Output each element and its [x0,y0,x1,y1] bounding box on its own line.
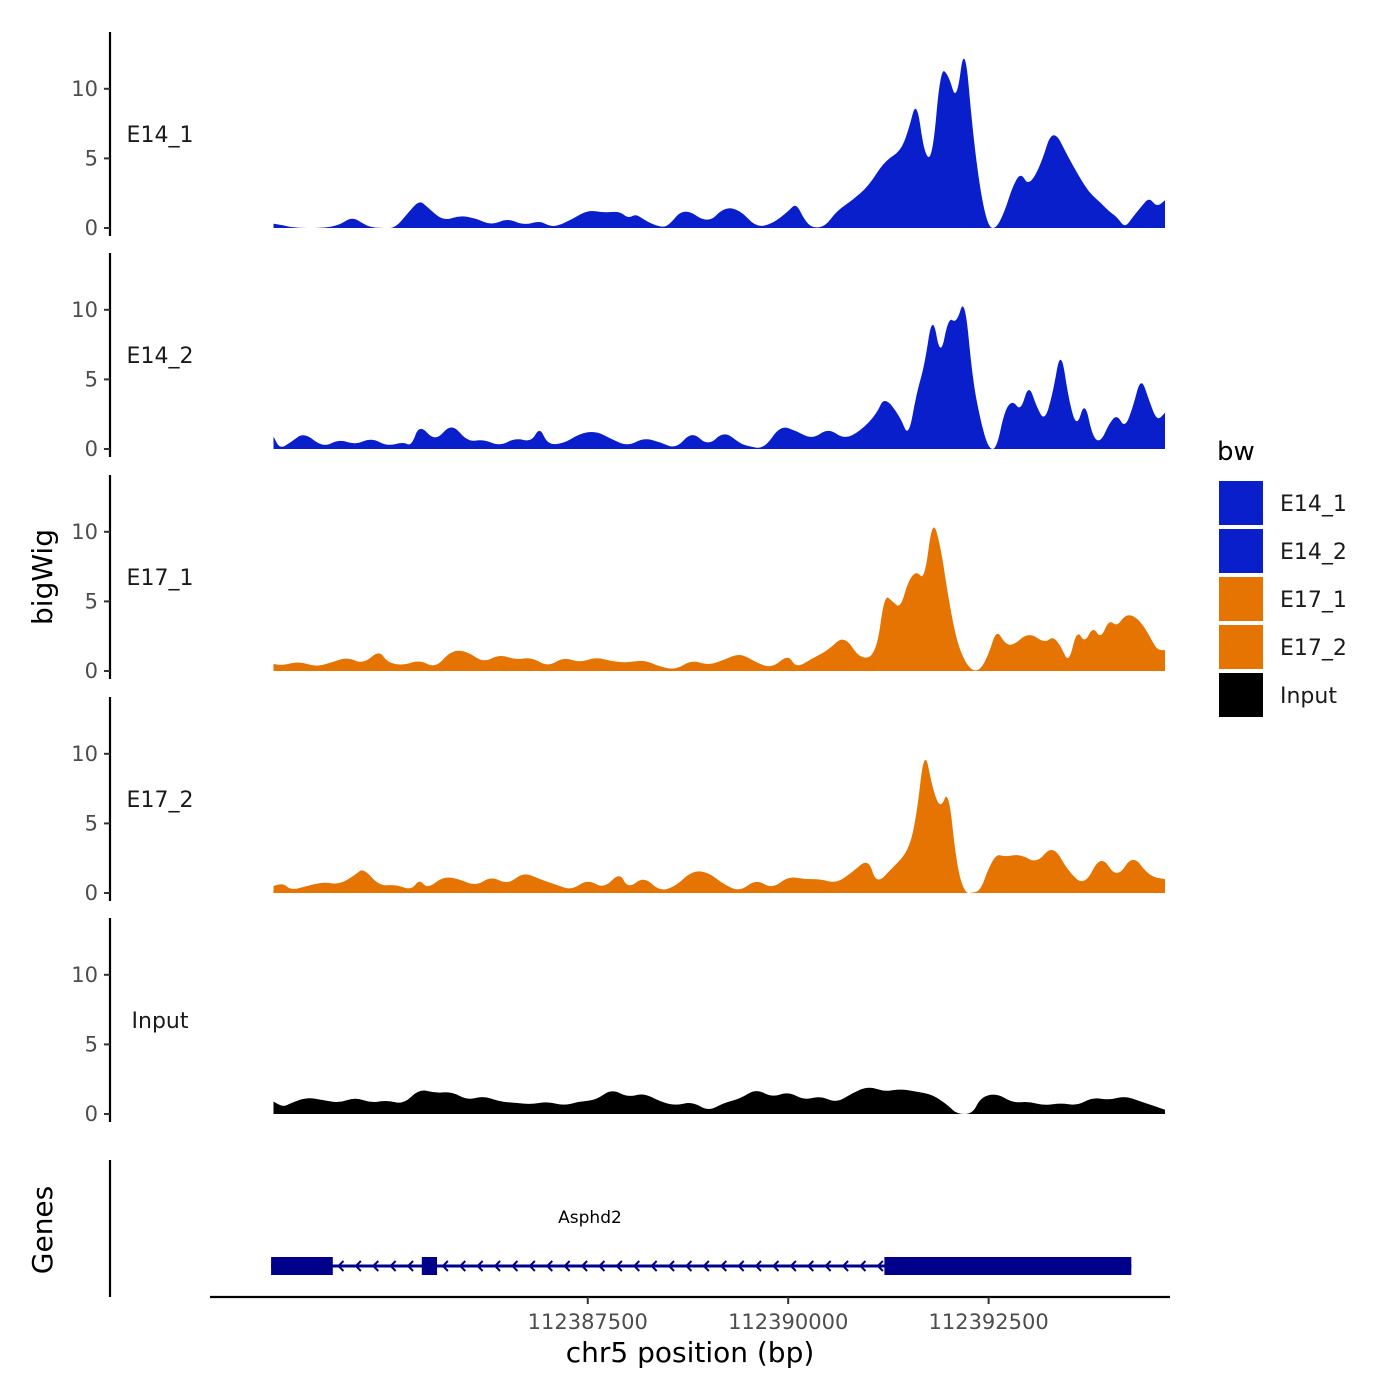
y-tick-label: 0 [85,437,98,461]
y-tick-label: 10 [71,742,98,766]
y-tick-label: 0 [85,659,98,683]
y-axis-title: bigWig [26,529,59,625]
x-tick-label: 112392500 [928,1310,1048,1334]
legend-label: E14_2 [1280,540,1347,565]
x-axis-title: chr5 position (bp) [566,1336,815,1369]
legend-item-E17_1: E17_1 [1217,575,1347,623]
strand-arrow [511,1260,519,1272]
strand-arrow [406,1260,414,1272]
y-tick-label: 10 [71,520,98,544]
signal-area-E14_1 [273,58,1165,228]
strand-arrow [563,1260,571,1272]
y-tick-label: 5 [85,146,98,170]
track-label: E14_2 [127,344,194,369]
gene-exon [271,1257,333,1275]
track-E17_1: 0 5 10 E17_1 [71,475,1165,683]
strand-arrow [737,1260,745,1272]
strand-arrow [702,1260,710,1272]
legend-item-E17_2: E17_2 [1217,623,1347,671]
y-tick-label: 0 [85,1102,98,1126]
track-Input: 0 5 10 Input [71,918,1165,1126]
signal-area-Input [273,1087,1165,1114]
legend-swatch [1217,527,1265,575]
track-E17_2: 0 5 10 E17_2 [71,697,1165,905]
legend-swatch [1217,575,1265,623]
strand-arrow [806,1260,814,1272]
track-label: Input [132,1009,189,1034]
track-label: E17_1 [127,566,194,591]
y-tick-label: 5 [85,811,98,835]
strand-arrow [632,1260,640,1272]
gene-exon [421,1257,438,1275]
genes-track-title: Genes [26,1186,59,1274]
legend-swatch [1217,671,1265,719]
gene-exon [884,1257,1132,1275]
y-tick-label: 0 [85,881,98,905]
x-tick-label: 112390000 [728,1310,848,1334]
signal-area-E17_2 [273,759,1165,893]
strand-arrow [598,1260,606,1272]
signal-area-E14_2 [273,306,1165,449]
legend-swatch [1217,479,1265,527]
legend: bw E14_1 E14_2 E17_1 E17_2 Input [1217,437,1347,719]
strand-arrow [719,1260,727,1272]
strand-arrow [650,1260,658,1272]
y-tick-label: 5 [85,367,98,391]
legend-item-E14_1: E14_1 [1217,479,1347,527]
legend-item-E14_2: E14_2 [1217,527,1347,575]
strand-arrow [615,1260,623,1272]
legend-label: Input [1280,684,1337,709]
strand-arrow [337,1260,345,1272]
strand-arrow [876,1260,884,1272]
y-tick-label: 10 [71,298,98,322]
track-E14_1: 0 5 10 E14_1 [71,32,1165,240]
legend-label: E14_1 [1280,492,1347,517]
y-tick-label: 10 [71,963,98,987]
legend-swatch [1217,623,1265,671]
strand-arrow [580,1260,588,1272]
x-axis: 112387500 112390000 112392500 [210,1295,1170,1334]
legend-item-Input: Input [1217,671,1337,719]
gene-name-label: Asphd2 [558,1208,622,1228]
legend-label: E17_1 [1280,588,1347,613]
legend-title: bw [1217,437,1255,467]
track-label: E14_1 [127,123,194,148]
y-tick-label: 5 [85,589,98,613]
x-tick-label: 112387500 [528,1310,648,1334]
strand-arrow [389,1260,397,1272]
strand-arrow [545,1260,553,1272]
y-tick-label: 5 [85,1032,98,1056]
strand-arrow [441,1260,449,1272]
strand-arrow [789,1260,797,1272]
strand-arrow [772,1260,780,1272]
strand-arrow [528,1260,536,1272]
strand-arrow [859,1260,867,1272]
strand-arrow [824,1260,832,1272]
legend-label: E17_2 [1280,636,1347,661]
signal-area-E17_1 [273,527,1165,671]
strand-arrow [458,1260,466,1272]
signal-tracks: 0 5 10 E14_1 0 5 10 E14_2 0 5 10 E17_1 0 5 10 E17_2 0 5 10… [71,32,1165,1126]
strand-arrow [476,1260,484,1272]
strand-arrow [754,1260,762,1272]
strand-arrow [685,1260,693,1272]
track-label: E17_2 [127,788,194,813]
strand-arrow [493,1260,501,1272]
strand-arrow [354,1260,362,1272]
y-tick-label: 10 [71,77,98,101]
track-E14_2: 0 5 10 E14_2 [71,253,1165,461]
strand-arrow [841,1260,849,1272]
strand-arrow [371,1260,379,1272]
y-tick-label: 0 [85,216,98,240]
genes-track: Asphd2 [108,1160,1132,1297]
strand-arrow [667,1260,675,1272]
